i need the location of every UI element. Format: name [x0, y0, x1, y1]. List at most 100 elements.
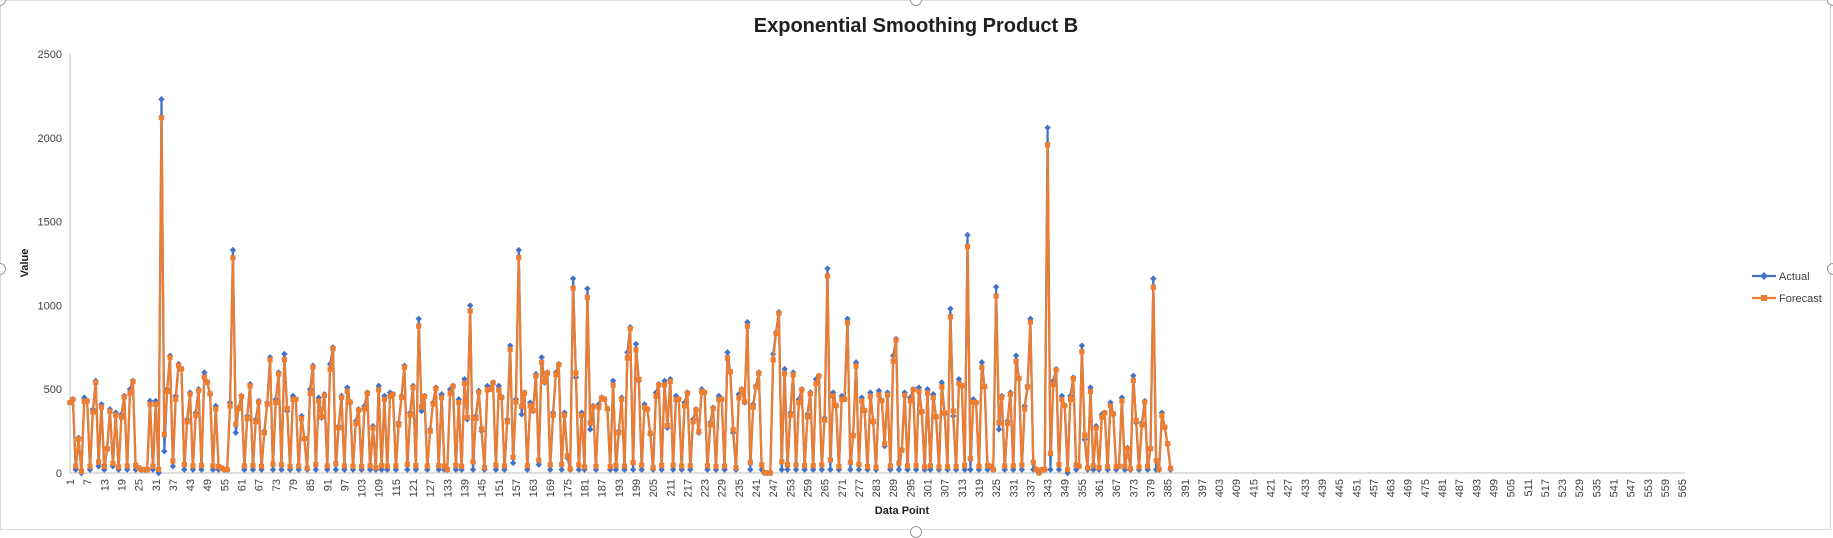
- forecast-point-65: [253, 419, 259, 425]
- x-tick-label-42: 253: [785, 479, 797, 497]
- forecast-point-166: [541, 378, 548, 385]
- forecast-point-164: [536, 457, 542, 463]
- forecast-point-101: [356, 407, 362, 413]
- forecast-point-45: [196, 387, 202, 394]
- forecast-point-170: [553, 372, 559, 378]
- y-tick-labels: 0 500 1000 1500 2000 2500: [38, 49, 62, 480]
- forecast-point-186: [599, 395, 605, 401]
- forecast-point-137: [459, 463, 465, 469]
- forecast-point-374: [1136, 464, 1142, 470]
- forecast-point-349: [1064, 467, 1071, 473]
- x-tick-label-81: 487: [1454, 479, 1466, 497]
- forecast-point-214: [679, 463, 685, 469]
- forecast-point-379: [1150, 284, 1156, 290]
- forecast-point-225: [710, 405, 716, 412]
- forecast-point-125: [424, 463, 430, 469]
- forecast-point-223: [704, 463, 711, 469]
- forecast-point-173: [561, 412, 568, 418]
- x-tick-label-14: 85: [305, 479, 317, 491]
- forecast-point-123: [418, 404, 425, 410]
- forecast-point-181: [584, 294, 590, 301]
- forecast-point-41: [184, 419, 190, 425]
- forecast-point-377: [1145, 463, 1151, 469]
- forecast-point-38: [176, 363, 182, 369]
- forecast-point-340: [1039, 467, 1045, 473]
- x-tick-label-4: 25: [134, 479, 146, 491]
- forecast-point-326: [999, 394, 1005, 400]
- forecast-point-103: [361, 406, 368, 412]
- actual-point-238: [747, 466, 754, 473]
- x-tick-label-13: 79: [288, 479, 300, 491]
- forecast-point-200: [639, 462, 645, 468]
- forecast-point-311: [956, 380, 962, 387]
- x-tick-label-90: 541: [1609, 479, 1621, 497]
- actual-point-277: [858, 394, 865, 401]
- actual-point-234: [735, 391, 743, 398]
- y-tick-label-0: 0: [56, 468, 62, 480]
- x-tick-label-93: 559: [1660, 479, 1672, 497]
- forecast-point-191: [613, 462, 619, 469]
- forecast-point-57: [230, 255, 236, 261]
- forecast-point-219: [693, 407, 699, 413]
- forecast-point-314: [964, 243, 971, 250]
- forecast-point-72: [273, 399, 279, 406]
- actual-point-138: [461, 375, 468, 383]
- forecast-point-334: [1022, 406, 1028, 412]
- resize-handle-middle-right[interactable]: [1827, 263, 1833, 275]
- forecast-point-291: [899, 447, 905, 453]
- actual-point-190: [609, 377, 617, 385]
- forecast-point-273: [847, 459, 853, 465]
- forecast-point-151: [499, 394, 505, 400]
- x-axis-title: Data Point: [875, 505, 930, 517]
- forecast-point-99: [350, 463, 356, 469]
- actual-point-86: [312, 466, 320, 473]
- forecast-point-246: [770, 357, 776, 363]
- forecast-point-81: [298, 415, 305, 422]
- forecast-point-178: [576, 462, 582, 468]
- y-tick-label-3: 1500: [38, 217, 62, 229]
- x-tick-label-33: 199: [631, 479, 643, 497]
- actual-point-71: [269, 466, 277, 473]
- forecast-point-229: [721, 463, 728, 469]
- forecast-point-86: [313, 462, 319, 468]
- forecast-point-12: [101, 463, 107, 470]
- forecast-point-357: [1087, 388, 1094, 395]
- forecast-point-16: [113, 412, 119, 418]
- forecast-point-323: [990, 466, 996, 473]
- forecast-point-270: [839, 396, 845, 403]
- forecast-point-128: [433, 385, 439, 391]
- forecast-point-88: [318, 414, 325, 420]
- actual-point-58: [232, 429, 239, 436]
- forecast-point-129: [436, 463, 442, 469]
- forecast-point-27: [144, 467, 150, 473]
- forecast-point-119: [407, 412, 413, 418]
- forecast-point-142: [473, 415, 479, 421]
- actual-point-57: [229, 246, 237, 254]
- y-tick-label-5: 2500: [38, 49, 62, 61]
- x-tick-label-82: 493: [1471, 479, 1483, 497]
- resize-handle-top-right[interactable]: [1827, 0, 1833, 6]
- actual-point-211: [669, 466, 677, 473]
- legend-forecast-marker: [1761, 295, 1767, 301]
- actual-point-47: [201, 369, 208, 376]
- forecast-point-89: [321, 392, 327, 399]
- forecast-point-325: [996, 420, 1002, 426]
- actual-point-333: [1018, 466, 1026, 473]
- forecast-point-210: [667, 378, 673, 385]
- forecast-point-19: [121, 394, 127, 400]
- x-tick-label-75: 451: [1351, 479, 1363, 497]
- forecast-point-265: [824, 273, 831, 279]
- actual-point-331: [1012, 352, 1020, 359]
- forecast-point-330: [1010, 463, 1016, 469]
- forecast-point-52: [216, 464, 222, 470]
- forecast-point-139: [464, 414, 470, 421]
- forecast-point-289: [893, 337, 899, 343]
- x-tick-label-71: 427: [1283, 479, 1295, 497]
- forecast-point-352: [1073, 462, 1079, 468]
- actual-point-354: [1078, 342, 1086, 349]
- forecast-point-372: [1130, 377, 1136, 384]
- forecast-point-13: [104, 446, 110, 452]
- forecast-point-91: [327, 366, 333, 372]
- actual-point-40: [181, 466, 188, 473]
- actual-point-178: [575, 466, 582, 473]
